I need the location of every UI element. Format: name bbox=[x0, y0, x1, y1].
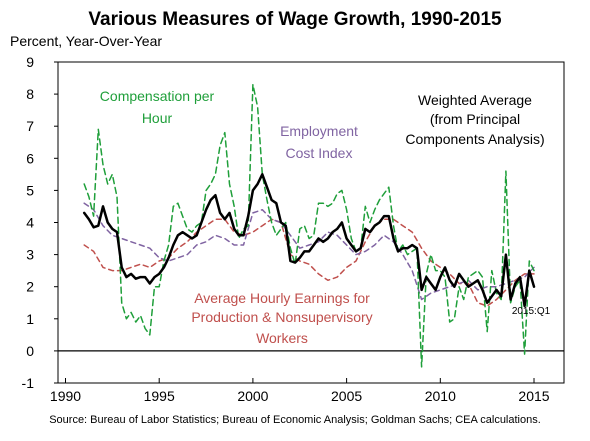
y-tick-label: 1 bbox=[26, 311, 34, 327]
y-tick-label: 3 bbox=[26, 247, 34, 263]
x-tick-label: 2015 bbox=[518, 388, 549, 404]
end-date-label: 2015:Q1 bbox=[512, 306, 551, 317]
y-tick-label: 9 bbox=[26, 54, 34, 70]
y-tick-label: 0 bbox=[26, 343, 34, 359]
y-axis-label: Percent, Year-Over-Year bbox=[10, 33, 162, 49]
series-label-ahe: Average Hourly Earnings for Production &… bbox=[191, 290, 372, 346]
series-line-3 bbox=[82, 173, 536, 308]
series-label-compensation-line2: Hour bbox=[142, 110, 173, 126]
x-axis-ticks: 1990 1995 2000 2005 2010 2015 bbox=[50, 378, 550, 404]
y-axis-ticks: -1 0 1 2 3 4 5 6 7 8 9 bbox=[22, 54, 58, 391]
x-tick-label: 1990 bbox=[50, 388, 81, 404]
y-tick-label: 2 bbox=[26, 279, 34, 295]
x-tick-label: 2000 bbox=[237, 388, 268, 404]
series-layer bbox=[82, 83, 536, 368]
source-note: Source: Bureau of Labor Statistics; Bure… bbox=[49, 414, 541, 426]
series-label-ahe-line1: Average Hourly Earnings for bbox=[194, 290, 370, 306]
series-line-1 bbox=[83, 202, 535, 301]
chart-title: Various Measures of Wage Growth, 1990-20… bbox=[88, 9, 502, 30]
series-label-eci: Employment Cost Index bbox=[280, 123, 358, 161]
series-label-ahe-line3: Workers bbox=[256, 330, 308, 346]
series-label-ahe-line2: Production & Nonsupervisory bbox=[191, 309, 372, 325]
series-label-weighted-average: Weighted Average (from Principal Compone… bbox=[405, 92, 544, 147]
y-tick-label: 7 bbox=[26, 118, 34, 134]
series-label-weighted-line1: Weighted Average bbox=[418, 92, 532, 108]
x-tick-label: 2010 bbox=[425, 388, 456, 404]
series-line-0 bbox=[83, 218, 535, 307]
series-label-compensation: Compensation per Hour bbox=[100, 88, 215, 126]
x-tick-label: 2005 bbox=[331, 388, 362, 404]
series-label-eci-line1: Employment bbox=[280, 123, 358, 139]
series-label-eci-line2: Cost Index bbox=[286, 145, 353, 161]
series-line-2 bbox=[83, 83, 535, 368]
x-tick-label: 1995 bbox=[144, 388, 175, 404]
series-label-weighted-line2: (from Principal bbox=[430, 111, 520, 127]
series-label-weighted-line3: Components Analysis) bbox=[405, 131, 544, 147]
y-tick-label: 6 bbox=[26, 150, 34, 166]
y-tick-label: 4 bbox=[26, 215, 34, 231]
y-tick-label: -1 bbox=[22, 375, 35, 391]
y-tick-label: 8 bbox=[26, 86, 34, 102]
y-tick-label: 5 bbox=[26, 182, 34, 198]
series-label-compensation-line1: Compensation per bbox=[100, 88, 215, 104]
